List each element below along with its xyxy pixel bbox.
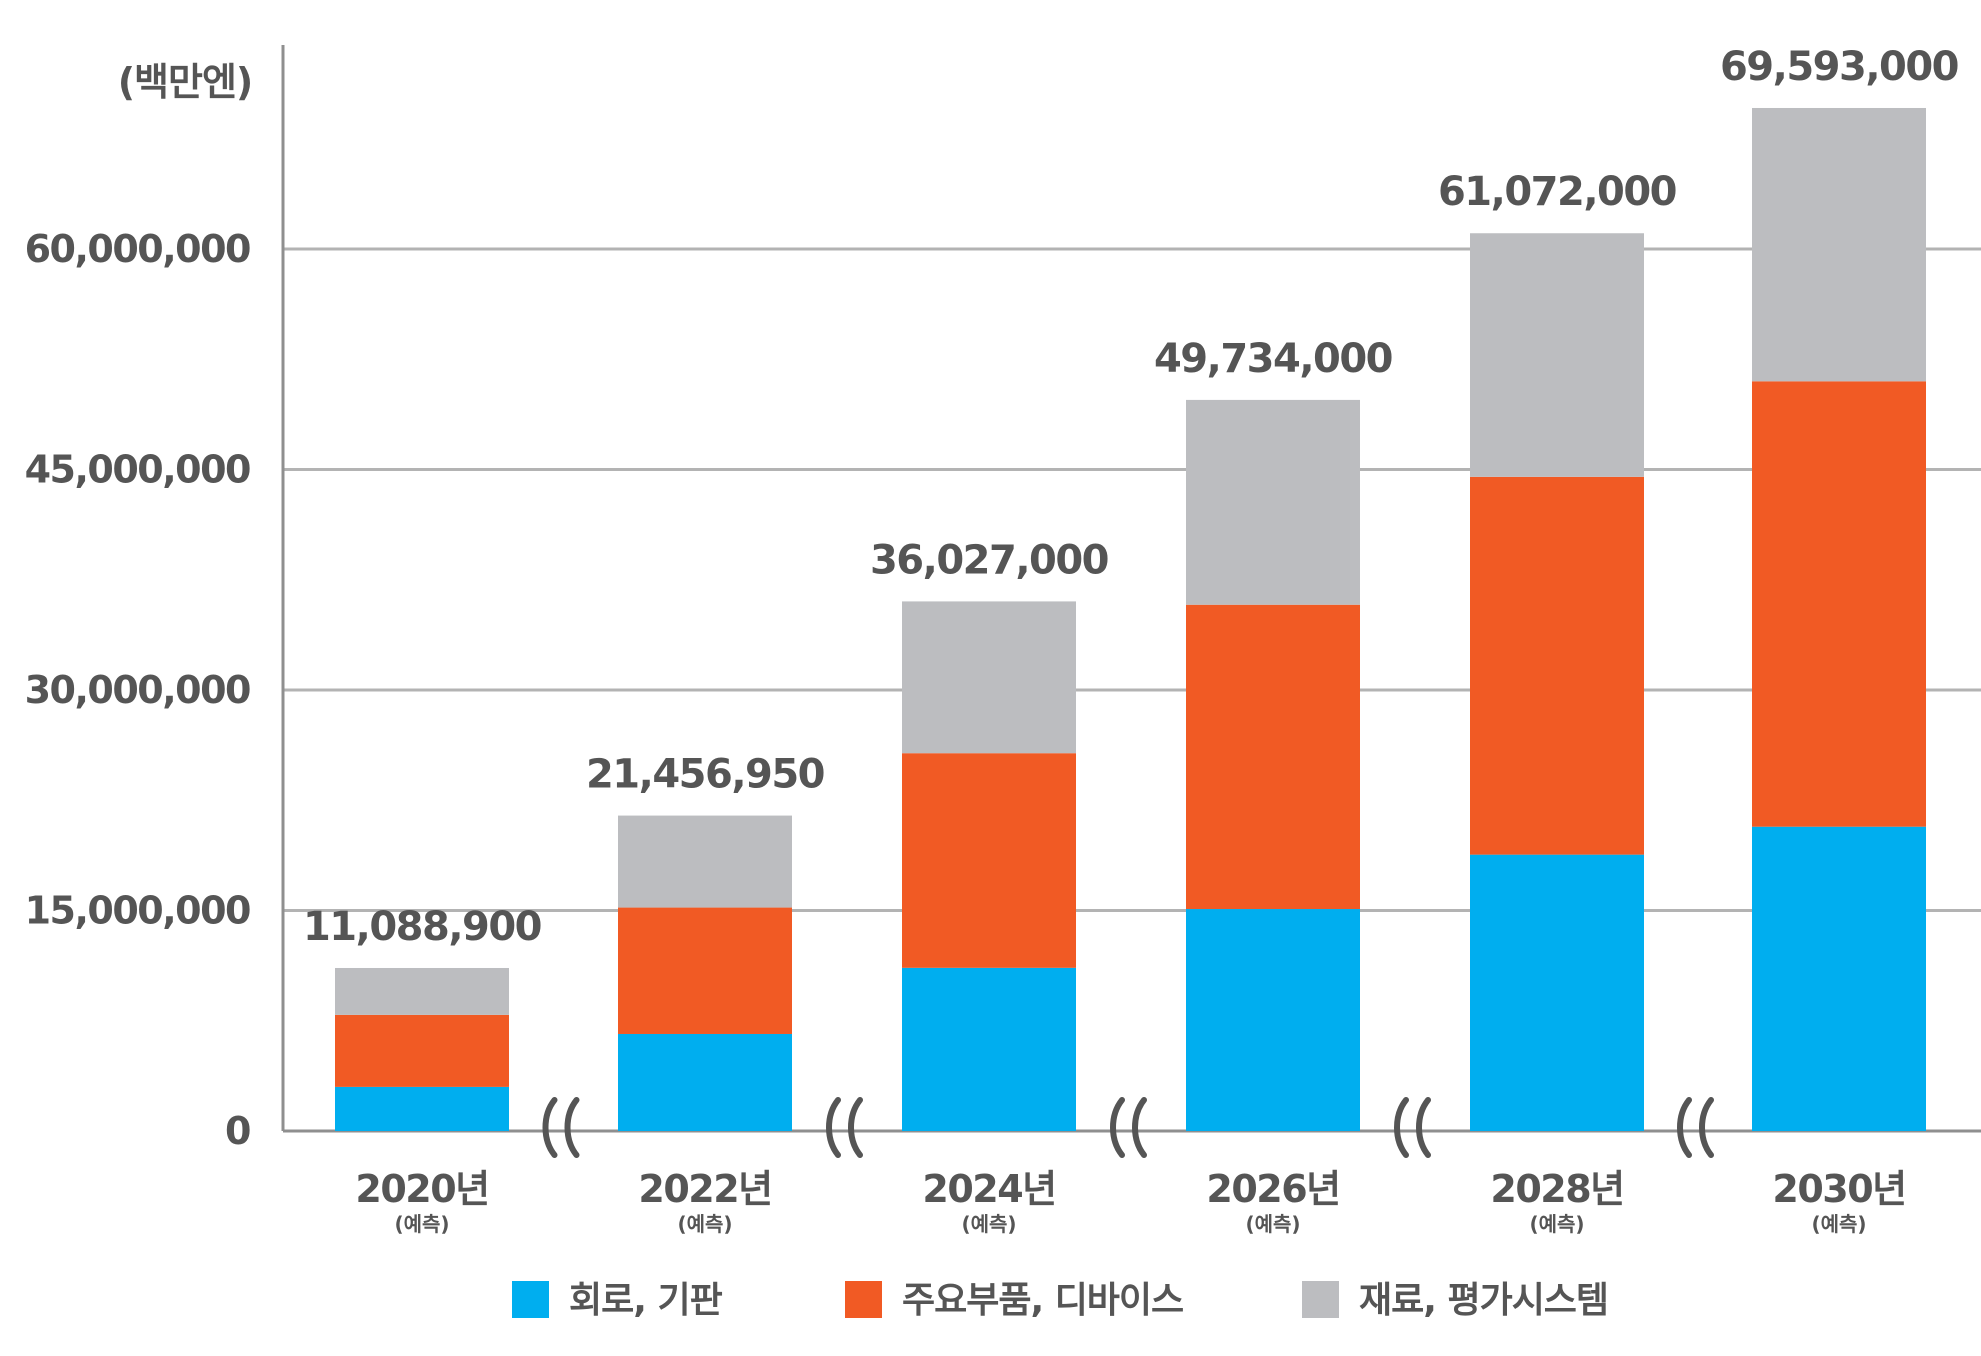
y-tick-labels: 0 15,000,000 30,000,000 45,000,000 60,000,00… bbox=[25, 227, 252, 1153]
axis-break-mark bbox=[1416, 1097, 1431, 1158]
gridlines bbox=[283, 247, 1981, 1133]
axis-break-mark bbox=[1132, 1097, 1147, 1158]
category-sublabel: (예측) bbox=[677, 1212, 732, 1236]
category-sublabel: (예측) bbox=[1529, 1212, 1584, 1236]
bar-segment bbox=[1752, 107, 1926, 382]
y-tick-label: 30,000,000 bbox=[25, 668, 250, 712]
axis-break-mark bbox=[1394, 1097, 1409, 1158]
bar-segment bbox=[618, 815, 792, 908]
category-label: 2020년 bbox=[355, 1167, 488, 1211]
legend: 회로, 기판 주요부품, 디바이스 재료, 평가시스템 bbox=[512, 1280, 1609, 1321]
total-labels: 11,088,900 21,456,950 36,027,000 49,734,000… bbox=[303, 44, 1960, 950]
bar-segment bbox=[1186, 399, 1360, 605]
category-sublabel: (예측) bbox=[1245, 1212, 1300, 1236]
total-label: 49,734,000 bbox=[1154, 336, 1392, 382]
legend-swatch bbox=[845, 1281, 882, 1318]
category-sublabel: (예측) bbox=[961, 1212, 1016, 1236]
total-label: 61,072,000 bbox=[1438, 169, 1676, 215]
legend-label: 주요부품, 디바이스 bbox=[902, 1280, 1183, 1321]
total-label: 11,088,900 bbox=[303, 904, 541, 950]
y-tick-label: 45,000,000 bbox=[25, 448, 250, 492]
bar-segment bbox=[1186, 604, 1360, 910]
bar-segment bbox=[335, 1014, 509, 1087]
y-tick-label: 15,000,000 bbox=[25, 889, 250, 933]
category-sublabel: (예측) bbox=[394, 1212, 449, 1236]
category-label: 2024년 bbox=[922, 1167, 1055, 1211]
category-label: 2028년 bbox=[1490, 1167, 1623, 1211]
y-tick-label: 60,000,000 bbox=[25, 227, 250, 271]
legend-label: 회로, 기판 bbox=[569, 1280, 723, 1321]
bar-segment bbox=[618, 1033, 792, 1131]
y-tick-label: 0 bbox=[225, 1109, 250, 1153]
bar-segment bbox=[902, 601, 1076, 754]
unit-label: (백만엔) bbox=[118, 60, 253, 104]
bar-segment bbox=[1470, 476, 1644, 855]
legend-swatch bbox=[1302, 1281, 1339, 1318]
bar-segment bbox=[1470, 854, 1644, 1131]
legend-swatch bbox=[512, 1281, 549, 1318]
x-tick-labels: 2020년(예측)2022년(예측)2024년(예측)2026년(예측)2028… bbox=[355, 1167, 1907, 1236]
axis-break-mark bbox=[826, 1097, 841, 1158]
axis-break-marks bbox=[542, 1097, 1714, 1158]
axis-break-mark bbox=[542, 1097, 558, 1158]
category-label: 2030년 bbox=[1772, 1167, 1905, 1211]
bar-segment bbox=[1470, 233, 1644, 477]
category-sublabel: (예측) bbox=[1811, 1212, 1866, 1236]
category-label: 2026년 bbox=[1206, 1167, 1339, 1211]
total-label: 21,456,950 bbox=[586, 752, 824, 798]
axis-break-mark bbox=[848, 1097, 863, 1158]
bar-segment bbox=[902, 967, 1076, 1131]
bar-segment bbox=[1186, 909, 1360, 1131]
category-label: 2022년 bbox=[638, 1167, 771, 1211]
axis-break-mark bbox=[1110, 1097, 1125, 1158]
bar-segment bbox=[618, 907, 792, 1034]
axis-break-mark bbox=[1677, 1097, 1692, 1158]
bar-segment bbox=[335, 967, 509, 1015]
bar-segment bbox=[1752, 826, 1926, 1131]
bar-segment bbox=[902, 753, 1076, 968]
bar-segment bbox=[335, 1086, 509, 1131]
axis-break-mark bbox=[564, 1097, 580, 1158]
axis-break-mark bbox=[1699, 1097, 1714, 1158]
total-label: 36,027,000 bbox=[870, 537, 1108, 583]
total-label: 69,593,000 bbox=[1720, 44, 1958, 90]
bar-segment bbox=[1752, 381, 1926, 827]
legend-label: 재료, 평가시스템 bbox=[1359, 1280, 1608, 1321]
bars bbox=[335, 107, 1926, 1131]
